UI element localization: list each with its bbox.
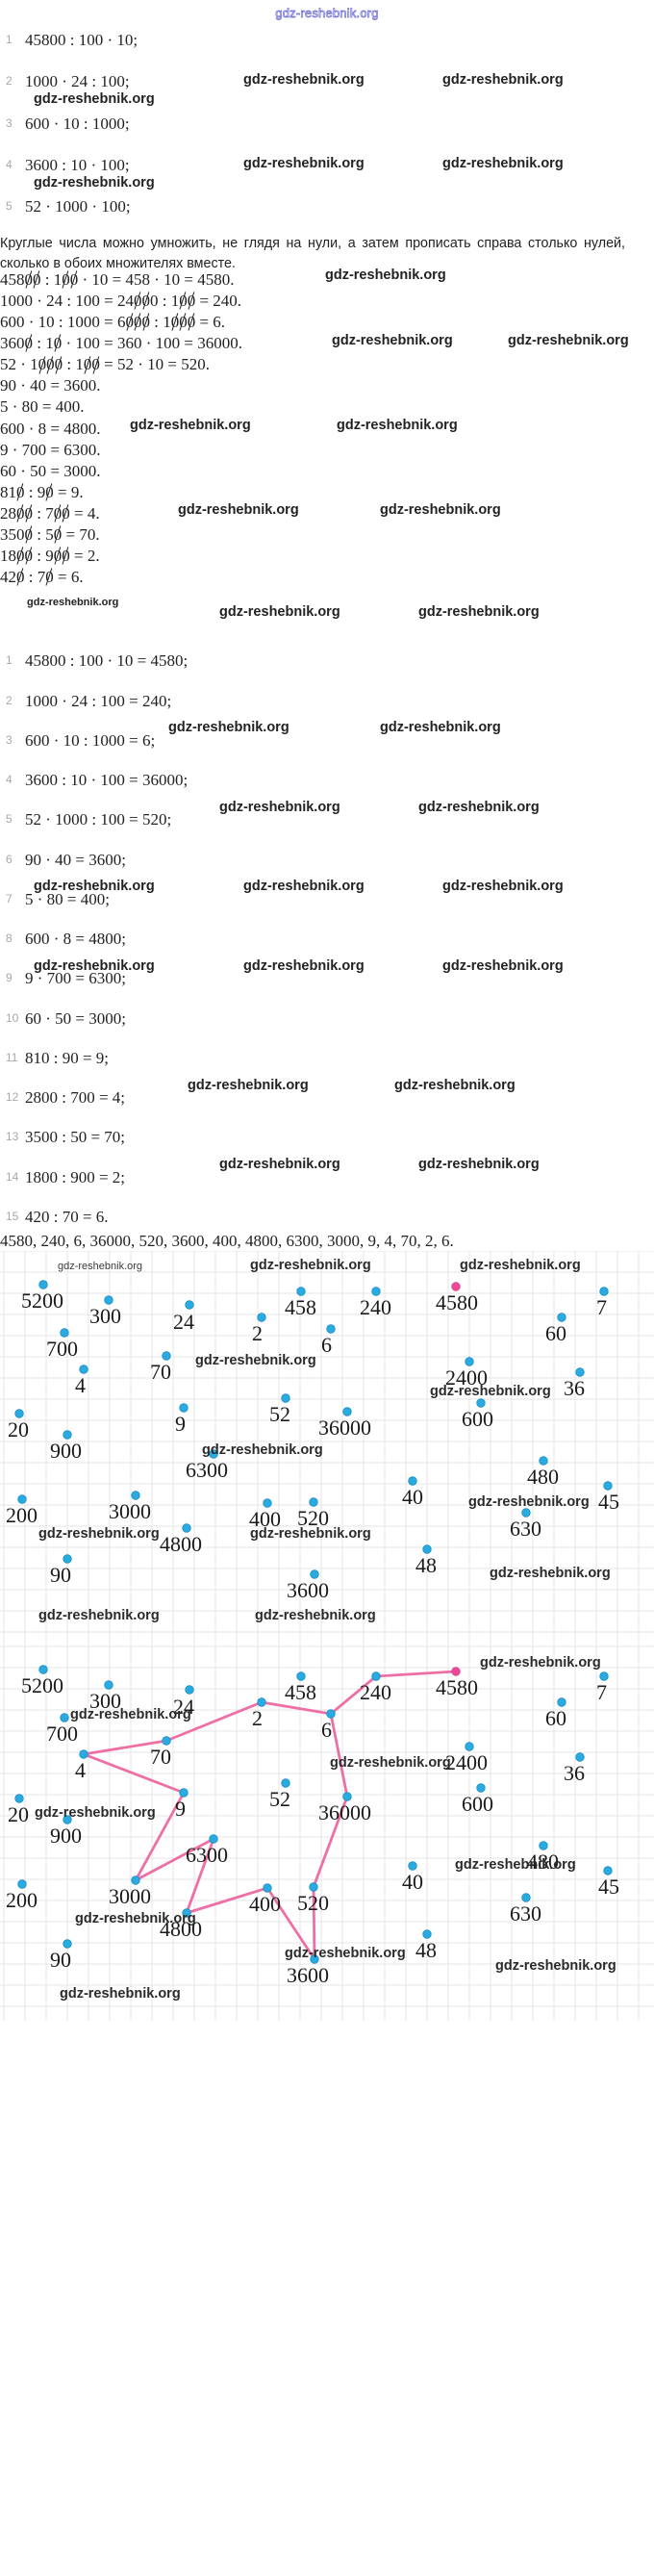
- svg-text:60: 60: [545, 1321, 566, 1345]
- svg-text:5200: 5200: [21, 1673, 63, 1697]
- svg-text:45: 45: [598, 1875, 619, 1899]
- svg-text:gdz-reshebnik.org: gdz-reshebnik.org: [202, 1442, 323, 1458]
- svg-text:2: 2: [252, 1321, 263, 1345]
- svg-text:6300: 6300: [186, 1843, 228, 1867]
- svg-text:630: 630: [510, 1517, 541, 1541]
- svg-text:6300: 6300: [186, 1458, 228, 1482]
- svg-text:4: 4: [75, 1373, 86, 1397]
- svg-text:gdz-reshebnik.org: gdz-reshebnik.org: [38, 1608, 160, 1623]
- svg-text:900: 900: [50, 1439, 82, 1463]
- svg-text:5200: 5200: [21, 1288, 63, 1313]
- svg-text:6: 6: [321, 1333, 332, 1357]
- svg-text:300: 300: [89, 1304, 121, 1328]
- svg-text:gdz-reshebnik.org: gdz-reshebnik.org: [480, 1655, 601, 1671]
- svg-text:52: 52: [269, 1787, 290, 1811]
- svg-text:7: 7: [596, 1680, 607, 1704]
- svg-text:40: 40: [402, 1485, 423, 1509]
- svg-text:4: 4: [75, 1758, 86, 1782]
- svg-text:gdz-reshebnik.org: gdz-reshebnik.org: [455, 1857, 576, 1873]
- svg-text:gdz-reshebnik.org: gdz-reshebnik.org: [75, 1911, 196, 1926]
- svg-text:36: 36: [564, 1761, 585, 1785]
- svg-text:4800: 4800: [160, 1532, 202, 1556]
- svg-text:700: 700: [46, 1337, 78, 1361]
- svg-text:458: 458: [285, 1295, 316, 1319]
- svg-text:240: 240: [360, 1295, 391, 1319]
- svg-text:520: 520: [297, 1891, 329, 1915]
- svg-text:3600: 3600: [287, 1963, 329, 1987]
- svg-text:gdz-reshebnik.org: gdz-reshebnik.org: [495, 1958, 616, 1974]
- svg-text:7: 7: [596, 1295, 607, 1319]
- svg-text:gdz-reshebnik.org: gdz-reshebnik.org: [460, 1258, 581, 1273]
- svg-text:900: 900: [50, 1824, 82, 1848]
- svg-text:gdz-reshebnik.org: gdz-reshebnik.org: [195, 1353, 316, 1368]
- svg-text:40: 40: [402, 1870, 423, 1894]
- svg-text:4580: 4580: [436, 1675, 478, 1699]
- svg-text:gdz-reshebnik.org: gdz-reshebnik.org: [490, 1566, 611, 1581]
- svg-text:45: 45: [598, 1490, 619, 1514]
- svg-text:70: 70: [150, 1360, 171, 1384]
- svg-text:3600: 3600: [287, 1578, 329, 1602]
- svg-text:gdz-reshebnik.org: gdz-reshebnik.org: [35, 1805, 156, 1821]
- svg-text:gdz-reshebnik.org: gdz-reshebnik.org: [255, 1608, 376, 1623]
- svg-text:3000: 3000: [109, 1884, 151, 1908]
- svg-text:700: 700: [46, 1722, 78, 1746]
- svg-text:600: 600: [462, 1407, 493, 1431]
- svg-text:20: 20: [8, 1417, 29, 1441]
- svg-text:gdz-reshebnik.org: gdz-reshebnik.org: [38, 1526, 160, 1542]
- svg-text:6: 6: [321, 1718, 332, 1742]
- svg-text:36000: 36000: [318, 1800, 371, 1824]
- svg-text:2400: 2400: [445, 1750, 488, 1774]
- svg-text:36000: 36000: [318, 1416, 371, 1440]
- svg-text:gdz-reshebnik.org: gdz-reshebnik.org: [285, 1946, 406, 1961]
- svg-text:52: 52: [269, 1402, 290, 1426]
- svg-text:480: 480: [527, 1465, 559, 1489]
- svg-text:70: 70: [150, 1745, 171, 1769]
- svg-text:200: 200: [6, 1503, 38, 1527]
- svg-text:90: 90: [50, 1948, 71, 1972]
- svg-text:gdz-reshebnik.org: gdz-reshebnik.org: [60, 1986, 181, 2002]
- svg-text:458: 458: [285, 1680, 316, 1704]
- svg-text:gdz-reshebnik.org: gdz-reshebnik.org: [430, 1384, 551, 1399]
- svg-text:9: 9: [175, 1797, 186, 1821]
- svg-text:400: 400: [249, 1892, 281, 1916]
- svg-text:20: 20: [8, 1802, 29, 1826]
- svg-text:36: 36: [564, 1376, 585, 1400]
- svg-text:240: 240: [360, 1680, 391, 1704]
- svg-text:48: 48: [415, 1938, 437, 1962]
- svg-text:24: 24: [173, 1310, 194, 1334]
- svg-text:3000: 3000: [109, 1499, 151, 1523]
- svg-text:60: 60: [545, 1706, 566, 1730]
- svg-text:gdz-reshebnik.org: gdz-reshebnik.org: [250, 1258, 371, 1273]
- svg-text:2: 2: [252, 1706, 263, 1730]
- svg-text:gdz-reshebnik.org: gdz-reshebnik.org: [58, 1261, 142, 1272]
- svg-text:gdz-reshebnik.org: gdz-reshebnik.org: [70, 1707, 191, 1722]
- svg-text:48: 48: [415, 1553, 437, 1577]
- svg-text:600: 600: [462, 1792, 493, 1816]
- svg-text:9: 9: [175, 1412, 186, 1436]
- svg-text:4580: 4580: [436, 1290, 478, 1314]
- svg-text:gdz-reshebnik.org: gdz-reshebnik.org: [468, 1494, 590, 1510]
- svg-text:gdz-reshebnik.org: gdz-reshebnik.org: [330, 1755, 451, 1771]
- svg-text:200: 200: [6, 1888, 38, 1912]
- svg-text:gdz-reshebnik.org: gdz-reshebnik.org: [250, 1526, 371, 1542]
- svg-text:630: 630: [510, 1901, 541, 1926]
- svg-text:90: 90: [50, 1563, 71, 1587]
